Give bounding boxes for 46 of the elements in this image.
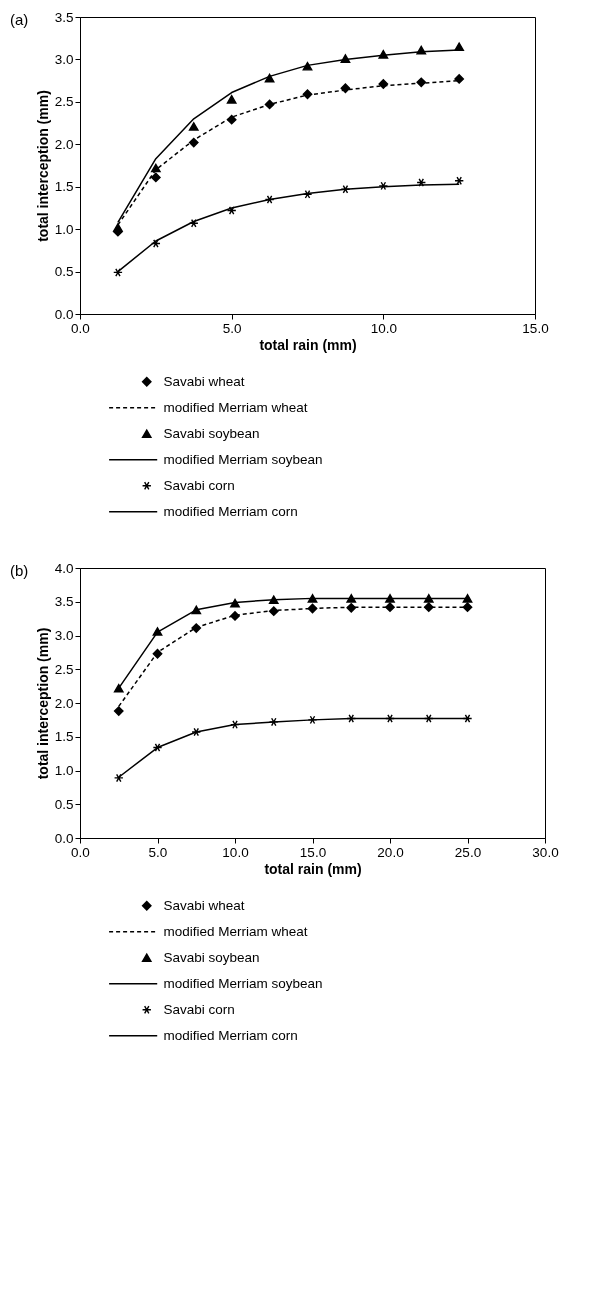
y-tick-label: 1.0 — [54, 221, 74, 237]
legend-label: modified Merriam soybean — [163, 451, 323, 467]
y-tick-label: 2.0 — [54, 695, 74, 711]
legend-label: Savabi wheat — [163, 373, 245, 389]
x-tick-label: 20.0 — [377, 844, 404, 860]
y-tick-label: 1.5 — [54, 179, 74, 195]
chart-title: (a) — [10, 11, 29, 28]
legend-label: Savabi soybean — [163, 949, 260, 965]
x-tick-label: 25.0 — [454, 844, 482, 860]
y-axis-title: total interception (mm) — [34, 627, 51, 780]
x-tick-label: 10.0 — [222, 844, 249, 860]
x-axis-title: total rain (mm) — [264, 861, 362, 877]
x-tick-label: 0.0 — [71, 844, 90, 860]
legend-label: modified Merriam wheat — [163, 399, 308, 415]
y-tick-label: 3.5 — [54, 594, 74, 610]
y-tick-label: 0.5 — [54, 796, 74, 812]
x-tick-label: 15.0 — [522, 320, 549, 336]
chart-title: (b) — [10, 562, 29, 579]
y-tick-label: 4.0 — [54, 560, 74, 576]
y-tick-label: 3.5 — [54, 9, 74, 25]
y-axis-title: total interception (mm) — [34, 90, 51, 242]
legend-label: Savabi corn — [163, 477, 235, 493]
legend-label: modified Merriam soybean — [163, 975, 323, 991]
x-tick-label: 15.0 — [299, 844, 327, 860]
legend-label: Savabi wheat — [163, 897, 245, 913]
y-tick-label: 3.0 — [54, 51, 74, 67]
legend-label: modified Merriam wheat — [163, 923, 308, 939]
x-tick-label: 5.0 — [222, 320, 242, 336]
x-tick-label: 0.0 — [71, 320, 90, 336]
y-tick-label: 1.0 — [54, 763, 74, 778]
y-tick-label: 0.0 — [54, 830, 74, 846]
y-tick-label: 2.0 — [54, 136, 74, 152]
x-tick-label: 30.0 — [532, 844, 559, 860]
y-tick-label: 2.5 — [54, 94, 74, 110]
y-tick-label: 1.5 — [54, 729, 74, 745]
x-tick-label: 5.0 — [148, 844, 168, 860]
x-axis-title: total rain (mm) — [259, 337, 357, 353]
legend-label: modified Merriam corn — [163, 1027, 298, 1043]
y-tick-label: 0.0 — [54, 306, 74, 322]
y-tick-label: 0.5 — [54, 264, 74, 280]
legend-label: Savabi corn — [163, 1001, 235, 1017]
legend-label: modified Merriam corn — [163, 503, 298, 519]
legend-label: Savabi soybean — [163, 425, 260, 441]
y-tick-label: 2.5 — [54, 661, 74, 677]
x-tick-label: 10.0 — [370, 320, 397, 336]
y-tick-label: 3.0 — [54, 628, 74, 643]
